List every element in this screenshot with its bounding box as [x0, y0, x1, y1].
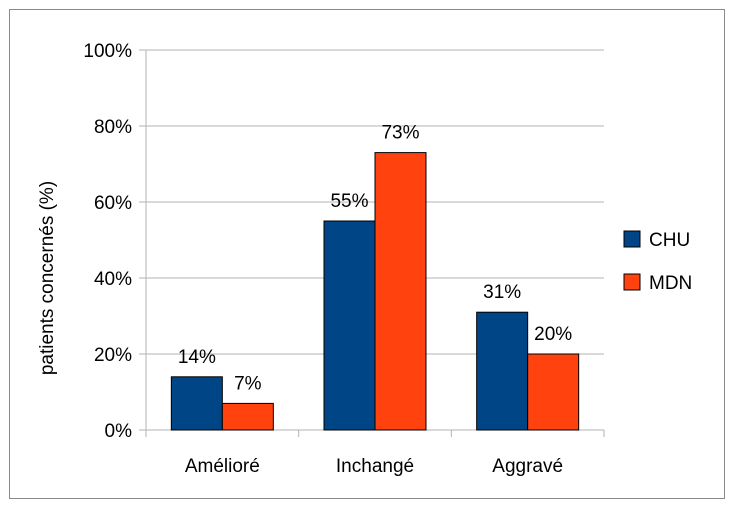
- bar-mdn: [527, 353, 580, 431]
- data-label: 73%: [381, 123, 419, 144]
- y-tick-label: 100%: [83, 41, 132, 62]
- legend-label: CHU: [649, 230, 690, 251]
- y-tick-label: 80%: [94, 117, 132, 138]
- bar-chu: [170, 376, 223, 431]
- data-label: 20%: [534, 324, 572, 345]
- bar-chu: [476, 311, 529, 431]
- y-tick-label: 40%: [94, 269, 132, 290]
- bar-chu: [323, 220, 376, 431]
- x-tick-label: Amélioré: [185, 456, 260, 477]
- x-tick-label: Aggravé: [492, 456, 563, 477]
- data-label: 31%: [483, 282, 521, 303]
- x-tick-label: Inchangé: [336, 456, 414, 477]
- bar-mdn: [374, 152, 427, 431]
- data-label: 55%: [330, 191, 368, 212]
- bar-mdn: [221, 402, 274, 431]
- data-labels: 14% 7% 55% 73% 31% 20%: [178, 123, 572, 395]
- legend-swatch-chu: [623, 230, 641, 248]
- y-axis-ticks: 0% 20% 40% 60% 80% 100%: [83, 41, 146, 442]
- x-axis: Amélioré Inchangé Aggravé: [145, 50, 605, 477]
- y-axis-title: patients concernés (%): [37, 181, 58, 375]
- y-tick-label: 60%: [94, 193, 132, 214]
- legend: CHU MDN: [623, 230, 692, 294]
- bars: [170, 152, 580, 431]
- data-label: 14%: [178, 347, 216, 368]
- y-tick-label: 20%: [94, 345, 132, 366]
- data-label: 7%: [234, 373, 262, 394]
- legend-label: MDN: [649, 273, 692, 294]
- legend-swatch-mdn: [623, 273, 641, 291]
- y-tick-label: 0%: [105, 421, 133, 442]
